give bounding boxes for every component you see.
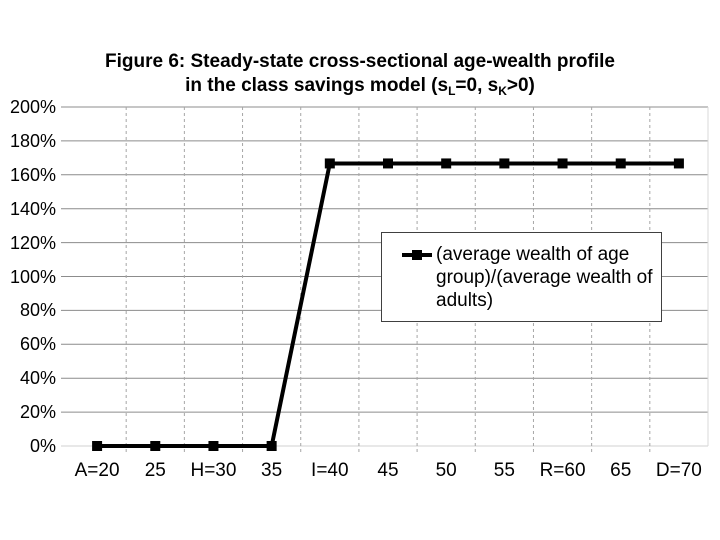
series-marker-square	[266, 441, 277, 451]
x-tick-label: I=40	[311, 460, 349, 481]
x-tick-label: 35	[261, 460, 283, 481]
y-tick-label: 80%	[19, 300, 56, 321]
series-marker-square	[150, 441, 161, 451]
x-tick-label: 65	[610, 460, 632, 481]
y-tick-label: 140%	[9, 198, 56, 219]
series-marker-square	[615, 158, 626, 169]
y-tick-label: 20%	[19, 402, 56, 423]
y-tick-label: 160%	[9, 164, 56, 185]
series-marker-square	[673, 158, 684, 169]
chart-title-subscript-K: K	[498, 84, 507, 98]
chart-title: Figure 6: Steady-state cross-sectional a…	[0, 50, 720, 103]
series-marker-square	[557, 158, 568, 169]
y-tick-label: 40%	[19, 368, 56, 389]
x-tick-label: H=30	[190, 460, 237, 481]
chart-title-line2-mid: =0, s	[455, 75, 499, 96]
legend-label-line2: group)/(average wealth of	[436, 267, 653, 288]
x-tick-label: R=60	[539, 460, 586, 481]
y-tick-label: 120%	[9, 232, 56, 253]
legend-label-line1: (average wealth of age	[436, 244, 630, 265]
legend-square-marker-icon	[412, 250, 422, 260]
series-marker-square	[499, 158, 510, 169]
x-tick-label: 50	[435, 460, 457, 481]
legend-series-marker-icon	[402, 243, 432, 266]
series-marker-square	[92, 441, 103, 451]
x-tick-label: 25	[144, 460, 166, 481]
legend-label: (average wealth of age group)/(average w…	[436, 243, 653, 312]
data-series-line	[92, 158, 684, 451]
chart-title-line2: in the class savings model (sL=0, sK>0)	[0, 74, 720, 103]
chart-title-line1: Figure 6: Steady-state cross-sectional a…	[0, 50, 720, 74]
chart-title-line1-text: Figure 6: Steady-state cross-sectional a…	[105, 51, 615, 72]
series-marker-square	[441, 158, 452, 169]
legend: (average wealth of age group)/(average w…	[381, 232, 662, 322]
x-tick-label: 55	[493, 460, 515, 481]
y-tick-label: 60%	[19, 334, 56, 355]
series-marker-square	[383, 158, 393, 169]
series-marker-square	[324, 158, 335, 169]
chart-title-line2-pre: in the class savings model (s	[185, 75, 449, 96]
chart-title-line2-post: >0)	[506, 75, 535, 96]
y-tick-label: 0%	[29, 436, 56, 456]
y-tick-label: 200%	[9, 97, 56, 117]
x-tick-label: 45	[377, 460, 399, 481]
legend-label-line3: adults)	[436, 290, 494, 311]
y-tick-label: 180%	[9, 130, 56, 151]
series-marker-square	[208, 441, 219, 451]
x-tick-label: D=70	[655, 460, 702, 481]
chart-title-subscript-L: L	[448, 84, 456, 98]
x-tick-label: A=20	[74, 460, 120, 481]
y-tick-label: 100%	[9, 266, 56, 287]
